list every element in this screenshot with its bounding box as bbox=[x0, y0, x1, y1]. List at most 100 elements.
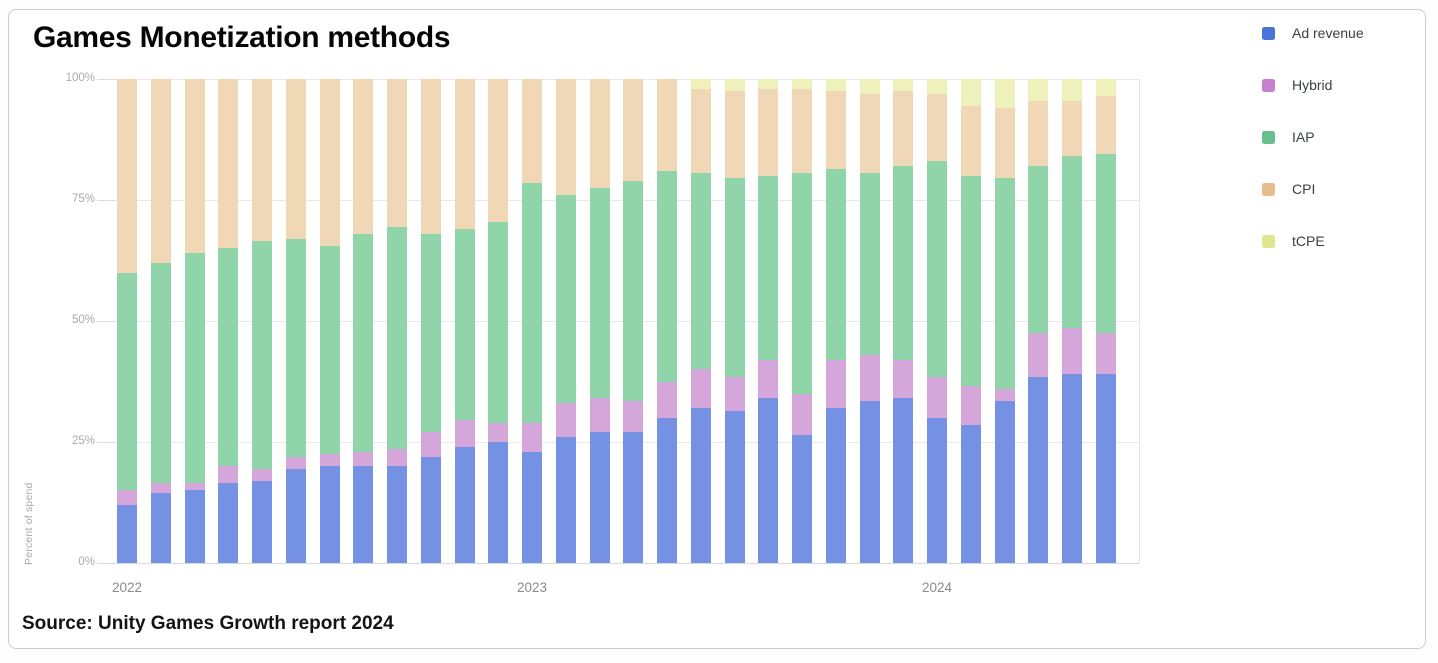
stacked-bar bbox=[319, 10, 340, 563]
bar-segment-hybrid bbox=[522, 422, 542, 452]
bar-segment-ad-revenue bbox=[1095, 374, 1116, 563]
bar-segment-tcpe bbox=[1095, 79, 1116, 96]
legend-item-tcpe: tCPE bbox=[1262, 233, 1325, 249]
y-tick bbox=[97, 442, 115, 443]
x-axis-tick-label: 2022 bbox=[111, 580, 143, 595]
bar-segment-iap bbox=[623, 180, 644, 401]
stacked-bar bbox=[927, 10, 947, 563]
bar-segment-cpi bbox=[387, 79, 407, 227]
bar-segment-iap bbox=[960, 175, 981, 387]
bar-segment-ad-revenue bbox=[657, 417, 677, 563]
legend-label: tCPE bbox=[1292, 233, 1325, 249]
bar-segment-iap bbox=[285, 238, 306, 457]
legend-swatch-icon bbox=[1262, 182, 1275, 196]
legend-label: CPI bbox=[1292, 181, 1316, 197]
bar-segment-hybrid bbox=[1095, 333, 1116, 375]
bar-segment-iap bbox=[1062, 156, 1082, 329]
bar-segment-iap bbox=[454, 229, 475, 421]
bar-segment-hybrid bbox=[657, 381, 677, 418]
bar-segment-hybrid bbox=[927, 376, 947, 418]
bar-segment-hybrid bbox=[252, 468, 272, 481]
bar-segment-cpi bbox=[184, 79, 205, 254]
bar-segment-tcpe bbox=[792, 79, 812, 89]
bar-segment-iap bbox=[758, 175, 779, 360]
y-tick bbox=[97, 563, 115, 564]
bar-segment-cpi bbox=[1062, 100, 1082, 157]
x-axis-tick-label: 2023 bbox=[516, 580, 548, 595]
stacked-bar bbox=[1062, 10, 1082, 563]
bar-segment-iap bbox=[994, 178, 1015, 389]
bar-segment-ad-revenue bbox=[150, 492, 171, 563]
bar-segment-cpi bbox=[522, 79, 542, 184]
stacked-bar bbox=[252, 10, 272, 563]
bar-segment-iap bbox=[792, 173, 812, 394]
bar-segment-cpi bbox=[724, 91, 745, 179]
bar-segment-ad-revenue bbox=[724, 410, 745, 563]
legend-item-hybrid: Hybrid bbox=[1262, 77, 1333, 93]
bar-segment-iap bbox=[927, 161, 947, 377]
y-axis-title: Percent of spend bbox=[23, 482, 35, 565]
y-axis-tick-label: 25% bbox=[71, 435, 95, 447]
bar-segment-iap bbox=[859, 173, 880, 355]
bar-segment-ad-revenue bbox=[1062, 374, 1082, 563]
bar-segment-ad-revenue bbox=[792, 434, 812, 563]
bar-segment-iap bbox=[488, 221, 509, 423]
y-tick bbox=[97, 79, 115, 80]
bar-segment-cpi bbox=[1095, 95, 1116, 155]
y-tick bbox=[97, 321, 115, 322]
bar-segment-iap bbox=[825, 168, 846, 360]
bar-segment-cpi bbox=[420, 79, 441, 234]
bar-segment-ad-revenue bbox=[960, 425, 981, 563]
legend-item-ad-revenue: Ad revenue bbox=[1262, 25, 1364, 41]
bar-segment-hybrid bbox=[792, 393, 812, 435]
bar-segment-iap bbox=[117, 272, 137, 491]
bar-segment-iap bbox=[353, 233, 374, 452]
bar-segment-cpi bbox=[454, 79, 475, 230]
bar-segment-hybrid bbox=[285, 456, 306, 469]
bar-segment-iap bbox=[522, 183, 542, 423]
bar-segment-hybrid bbox=[420, 432, 441, 457]
bar-segment-hybrid bbox=[893, 359, 914, 399]
bar-segment-tcpe bbox=[724, 79, 745, 92]
bar-segment-hybrid bbox=[1062, 328, 1082, 375]
bar-segment-cpi bbox=[1028, 100, 1049, 167]
bar-segment-cpi bbox=[690, 88, 711, 174]
chart-title: Games Monetization methods bbox=[33, 21, 451, 54]
bar-segment-ad-revenue bbox=[893, 398, 914, 563]
bar-segment-cpi bbox=[150, 79, 171, 263]
stacked-bar bbox=[488, 10, 509, 563]
bar-segment-hybrid bbox=[353, 451, 374, 467]
bar-segment-ad-revenue bbox=[420, 456, 441, 563]
bar-segment-cpi bbox=[353, 79, 374, 234]
bar-segment-hybrid bbox=[319, 454, 340, 467]
bar-segment-cpi bbox=[657, 79, 677, 171]
bar-segment-iap bbox=[218, 248, 239, 467]
bar-segment-cpi bbox=[960, 105, 981, 176]
legend-label: Ad revenue bbox=[1292, 25, 1364, 41]
bar-segment-cpi bbox=[825, 91, 846, 169]
y-axis-tick-label: 50% bbox=[71, 314, 95, 326]
bar-segment-tcpe bbox=[1028, 79, 1049, 101]
plot-area: 100% 75% 50% 25% 0% 2022 2023 2024 bbox=[9, 10, 1425, 648]
bar-segment-hybrid bbox=[859, 354, 880, 401]
bar-segment-iap bbox=[387, 226, 407, 450]
bar-segment-ad-revenue bbox=[218, 483, 239, 563]
gridline-0 bbox=[111, 563, 1139, 564]
stacked-bar bbox=[724, 10, 745, 563]
bar-segment-hybrid bbox=[994, 388, 1015, 401]
stacked-bar bbox=[994, 10, 1015, 563]
bar-segment-cpi bbox=[252, 79, 272, 242]
bar-segment-ad-revenue bbox=[1028, 376, 1049, 563]
bar-segment-ad-revenue bbox=[387, 466, 407, 563]
bar-segment-ad-revenue bbox=[285, 468, 306, 563]
bar-segment-iap bbox=[724, 178, 745, 377]
bar-segment-ad-revenue bbox=[454, 446, 475, 563]
y-axis-tick-label: 75% bbox=[71, 193, 95, 205]
stacked-bar bbox=[893, 10, 914, 563]
bar-segment-hybrid bbox=[218, 466, 239, 484]
legend-swatch-icon bbox=[1262, 78, 1275, 92]
stacked-bar bbox=[285, 10, 306, 563]
bar-segment-cpi bbox=[893, 91, 914, 167]
legend-label: Hybrid bbox=[1292, 77, 1333, 93]
bar-segment-ad-revenue bbox=[825, 408, 846, 563]
